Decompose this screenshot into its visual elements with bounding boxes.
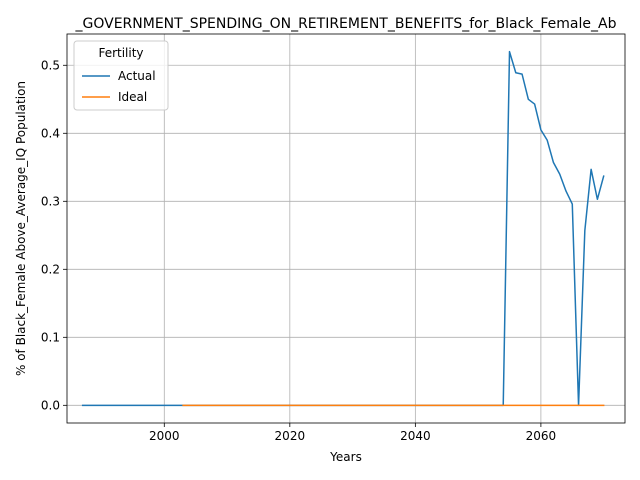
x-axis-label: Years (329, 450, 362, 464)
x-tick-label: 2000 (149, 429, 180, 443)
y-tick-label: 0.3 (41, 194, 60, 208)
legend-entries: Actual Ideal (82, 69, 156, 104)
y-axis-label: % of Black_Female Above_Average_IQ Popul… (14, 81, 28, 376)
y-tick-label: 0.2 (41, 262, 60, 276)
legend: Fertility Actual Ideal (73, 40, 169, 111)
x-tick-label: 2040 (400, 429, 431, 443)
legend-box (73, 40, 169, 111)
grid (67, 34, 625, 423)
series-group (81, 50, 605, 407)
legend-label-ideal: Ideal (118, 90, 147, 104)
plot-frame (66, 33, 626, 424)
y-tick-label: 0.5 (41, 58, 60, 72)
chart-title: _GOVERNMENT_SPENDING_ON_RETIREMENT_BENEF… (75, 16, 617, 32)
x-tick-label: 2060 (526, 429, 557, 443)
legend-title: Fertility (98, 46, 143, 60)
x-tick-label: 2020 (275, 429, 306, 443)
series-line-actual (81, 50, 605, 407)
y-tick-label: 0.1 (41, 330, 60, 344)
y-tick-label: 0.0 (41, 398, 60, 412)
y-tick-label: 0.4 (41, 126, 60, 140)
legend-label-actual: Actual (118, 69, 156, 83)
ticks: 2000 2020 2040 2060 0.0 0.1 0.2 0.3 0.4 0.5 (41, 58, 556, 443)
